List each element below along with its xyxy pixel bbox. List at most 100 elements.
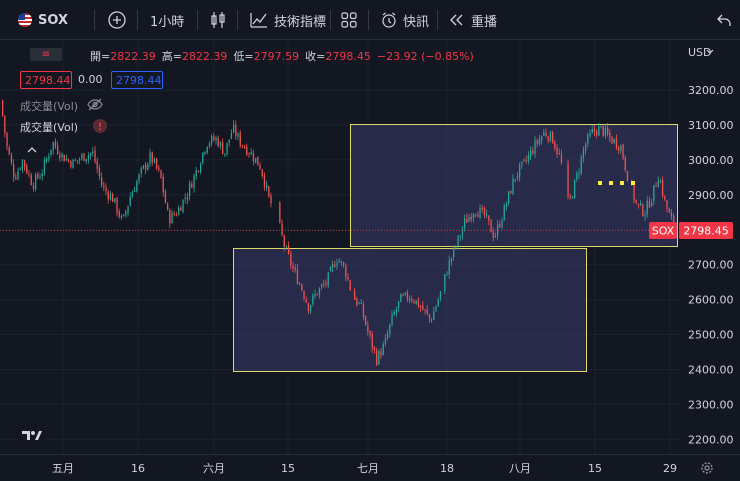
symbol-selector[interactable]: SOX [18, 0, 68, 40]
candle-body [125, 211, 127, 216]
candle-body [325, 283, 327, 285]
candle-body [323, 284, 325, 286]
candle-body [109, 194, 112, 200]
toolbar-divider [94, 10, 95, 30]
eye-off-icon[interactable] [87, 98, 103, 111]
volume-indicator-hidden[interactable]: 成交量(Vol) [20, 98, 78, 114]
candle-body [233, 124, 235, 133]
candle-body [488, 215, 490, 221]
range-box-lower[interactable] [233, 248, 587, 372]
candle-body [497, 224, 499, 236]
candle-body [365, 316, 367, 325]
candle-body [224, 153, 226, 155]
candle-body [576, 173, 578, 180]
candle-body [244, 147, 246, 149]
candle-body [556, 147, 558, 154]
tradingview-logo[interactable] [18, 425, 46, 447]
ask-price-button[interactable]: 2798.44 [111, 71, 163, 89]
candle-body [54, 141, 57, 147]
candle-body [417, 299, 420, 307]
candle-body [219, 142, 222, 146]
collapse-legend-button[interactable] [27, 147, 37, 153]
time-tick-label: 16 [131, 462, 145, 475]
dotted-annotation[interactable] [598, 181, 635, 185]
candle-body [492, 231, 494, 238]
candle-body [340, 261, 343, 263]
time-tick-label: 29 [663, 462, 677, 475]
replay-button[interactable]: 重播 [449, 0, 497, 40]
candle-body [103, 185, 105, 188]
candle-body [8, 147, 10, 155]
candle-body [477, 214, 479, 217]
candle-body [532, 150, 534, 154]
candle-body [358, 302, 360, 304]
candle-body [279, 202, 281, 223]
candle-body [68, 159, 70, 161]
candle-body [136, 181, 138, 192]
interval-selector[interactable]: 1小時 [150, 0, 184, 40]
currency-label: USD [688, 46, 712, 59]
ohlc-key: 開= [90, 50, 111, 63]
time-tick-label: 18 [440, 462, 454, 475]
alert-button[interactable]: 快訊 [381, 0, 429, 40]
candle-body [534, 140, 536, 155]
candle-body [215, 137, 217, 141]
candle-body [611, 137, 613, 144]
candle-body [292, 265, 294, 269]
legend-toggle-button[interactable]: ≡ [30, 48, 62, 61]
ask-price: 2798.44 [116, 74, 162, 87]
chart-type-button[interactable] [210, 0, 226, 40]
candle-body [510, 191, 512, 194]
time-axis[interactable]: 五月 16 六月 15 七月 18 八月 15 29 [52, 462, 677, 475]
ohlc-value: −23.92 (−0.85%) [376, 50, 474, 63]
legend-toggle-glyph: ≡ [41, 49, 51, 60]
undo-button[interactable] [717, 0, 731, 40]
candle-body [450, 258, 453, 262]
candle-body [409, 299, 411, 301]
price-chart[interactable]: 3200.003100.003000.002900.002800.002700.… [0, 40, 740, 481]
candle-body [527, 155, 530, 162]
plus-circle-icon [108, 11, 126, 29]
candle-body [369, 331, 371, 336]
candle-body [217, 137, 219, 147]
candle-body [162, 176, 164, 193]
candle-body [178, 207, 180, 216]
volume-indicator[interactable]: 成交量(Vol) [20, 119, 78, 135]
currency-selector[interactable]: USD [688, 46, 714, 59]
candle-body [343, 262, 345, 265]
chart-settings-button[interactable] [701, 462, 713, 474]
candle-body [263, 175, 266, 188]
candle-body [349, 280, 351, 291]
last-price-value: 2798.45 [683, 225, 729, 238]
ohlc-item: 收=2798.45 [305, 50, 371, 63]
candle-body [299, 283, 301, 285]
candle-body [646, 200, 648, 215]
chevron-down-icon [706, 49, 714, 54]
ohlc-key: 低= [233, 50, 254, 63]
candle-body [345, 265, 347, 277]
templates-button[interactable] [341, 0, 357, 40]
candle-body [123, 214, 125, 216]
candle-body [596, 130, 598, 136]
candle-body [158, 167, 160, 170]
candle-body [448, 260, 450, 275]
candle-body [327, 272, 329, 286]
candle-body [17, 170, 19, 180]
candle-body [120, 215, 123, 218]
bid-price-button[interactable]: 2798.44 [20, 71, 72, 89]
candle-body [406, 292, 409, 300]
indicators-button[interactable]: 技術指標 [250, 0, 326, 40]
candle-body [503, 205, 505, 221]
gear-icon [701, 462, 713, 474]
candle-body [499, 223, 501, 228]
warning-icon[interactable] [93, 119, 107, 133]
candle-body [235, 124, 237, 137]
candle-body [65, 158, 68, 161]
candle-body [19, 169, 21, 171]
compare-add-button[interactable] [108, 0, 126, 40]
candle-body [362, 304, 365, 318]
candle-body [635, 199, 637, 203]
candle-body [43, 160, 46, 173]
range-box-upper[interactable] [350, 124, 678, 247]
candle-body [444, 273, 446, 292]
